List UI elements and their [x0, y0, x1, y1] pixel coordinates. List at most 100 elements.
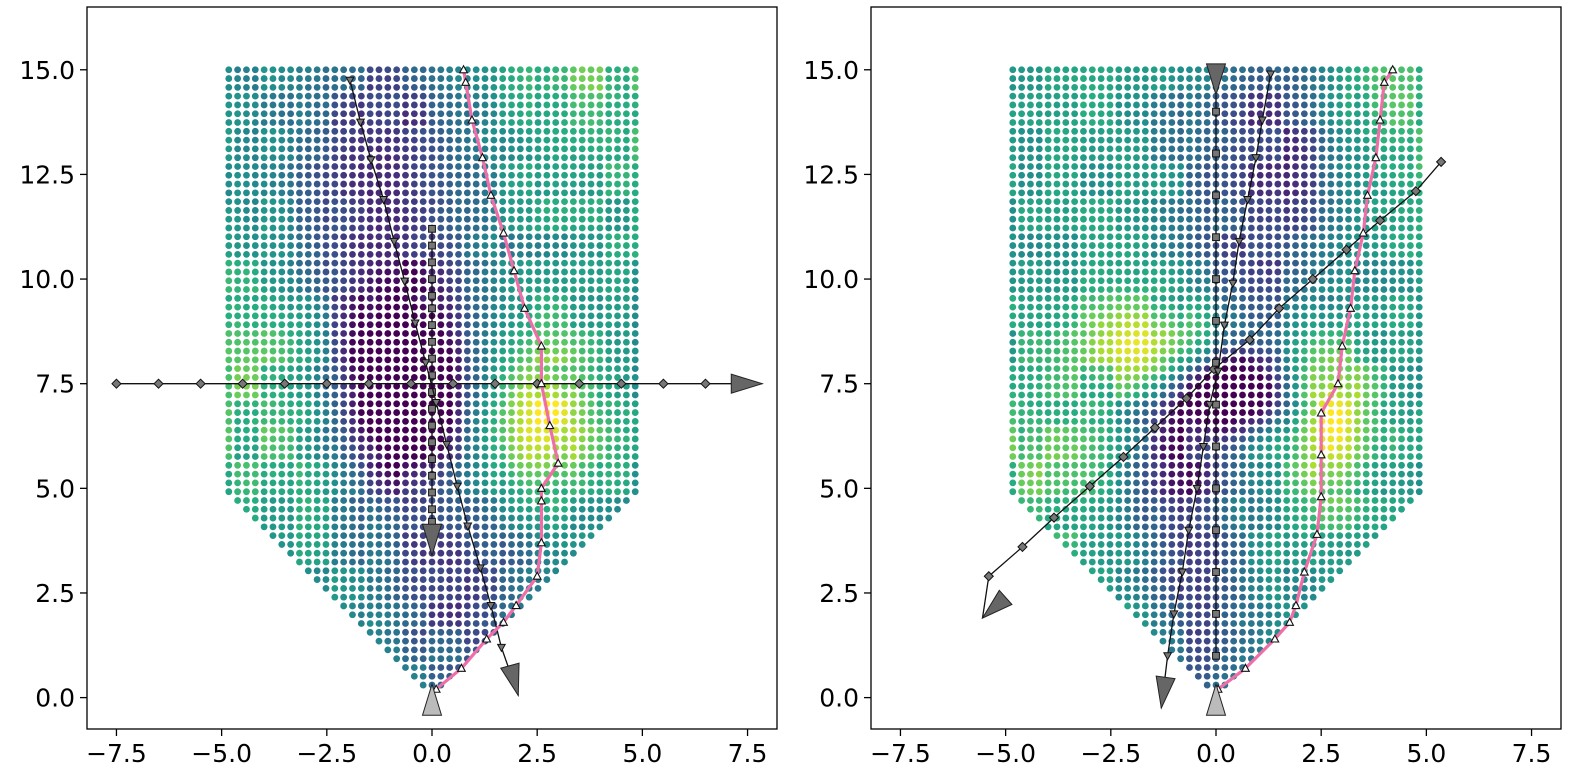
left-field-point — [313, 66, 321, 74]
left-field-point — [472, 171, 480, 179]
left-field-point — [340, 576, 348, 583]
right-field-point — [1027, 444, 1034, 452]
left-field-point — [331, 488, 339, 496]
right-field-point — [1345, 365, 1352, 373]
left-field-point — [269, 470, 277, 478]
left-field-point — [499, 180, 507, 188]
left-field-point — [366, 611, 374, 619]
left-field-point — [543, 356, 551, 364]
right-field-point — [1283, 277, 1291, 285]
right-field-point — [1168, 382, 1176, 390]
right-field-point — [1186, 330, 1193, 337]
right-field-point — [1327, 365, 1335, 373]
right-field-point — [1053, 294, 1061, 302]
right-field-point — [1080, 136, 1087, 144]
left-field-point — [313, 338, 321, 346]
left-field-point — [578, 154, 586, 162]
left-field-point — [260, 391, 268, 399]
left-trajectory-square-point — [428, 241, 436, 250]
left-field-point — [569, 330, 577, 337]
left-field-point — [296, 532, 303, 540]
left-field-point — [446, 356, 454, 364]
left-field-point — [561, 532, 568, 540]
left-field-point — [322, 338, 330, 346]
right-field-point — [1300, 136, 1308, 144]
left-field-point — [561, 286, 568, 293]
left-field-point — [481, 242, 489, 249]
left-field-point — [234, 286, 242, 293]
left-field-point — [340, 321, 348, 329]
left-field-point — [561, 347, 568, 355]
left-field-point — [375, 356, 383, 364]
right-field-point — [1353, 75, 1361, 82]
right-field-point — [1371, 356, 1379, 364]
left-field-point — [243, 268, 250, 276]
right-field-point — [1221, 233, 1229, 241]
left-field-point — [243, 338, 250, 346]
right-field-point — [1080, 110, 1087, 118]
left-field-point — [534, 189, 542, 197]
left-field-point — [525, 567, 533, 575]
left-field-point — [313, 189, 321, 197]
left-field-point — [278, 417, 286, 425]
left-field-point — [587, 426, 595, 434]
right-field-point — [1027, 207, 1034, 214]
left-field-point — [490, 400, 498, 408]
left-field-point — [410, 110, 418, 118]
left-field-point — [472, 250, 480, 258]
right-field-point — [1203, 145, 1211, 153]
right-field-point — [1080, 163, 1087, 170]
right-field-point — [1283, 417, 1291, 425]
right-field-point — [1221, 189, 1229, 197]
left-field-point — [313, 312, 321, 320]
right-field-point — [1300, 101, 1308, 109]
left-field-point — [269, 136, 277, 144]
left-field-point — [596, 242, 604, 249]
right-field-point — [1353, 330, 1361, 337]
left-field-point — [384, 101, 392, 109]
left-field-point — [472, 198, 480, 206]
left-field-point — [251, 242, 259, 249]
right-field-point — [1300, 338, 1308, 346]
left-field-point — [322, 497, 330, 504]
left-field-point — [463, 558, 471, 566]
right-field-point — [1406, 259, 1414, 267]
right-field-point — [1141, 294, 1149, 302]
left-field-point — [543, 435, 551, 443]
right-field-point — [1141, 145, 1149, 153]
left-field-point — [481, 505, 489, 513]
left-field-point — [331, 145, 339, 153]
left-field-point — [375, 461, 383, 469]
left-field-point — [508, 242, 515, 249]
left-field-point — [455, 453, 462, 460]
right-field-point — [1062, 286, 1070, 293]
left-field-point — [384, 180, 392, 188]
left-field-point — [508, 549, 515, 557]
left-field-point — [331, 189, 339, 197]
left-field-point — [614, 444, 621, 452]
left-field-point — [313, 101, 321, 109]
left-field-point — [446, 268, 454, 276]
left-field-point — [490, 426, 498, 434]
left-field-point — [419, 180, 427, 188]
right-field-point — [1239, 224, 1246, 232]
left-field-point — [499, 611, 507, 619]
left-field-point — [287, 66, 295, 74]
right-field-point — [1194, 242, 1202, 249]
left-field-point — [622, 242, 630, 249]
left-field-point — [313, 277, 321, 285]
left-field-point — [472, 356, 480, 364]
left-field-point — [569, 163, 577, 170]
left-field-point — [561, 180, 568, 188]
left-field-point — [569, 497, 577, 504]
right-field-point — [1018, 189, 1026, 197]
left-field-point — [463, 426, 471, 434]
right-field-point — [1230, 338, 1238, 346]
right-field-point — [1398, 224, 1405, 232]
right-field-point — [1177, 233, 1185, 241]
right-field-point — [1027, 338, 1034, 346]
left-field-point — [455, 277, 462, 285]
left-field-point — [410, 435, 418, 443]
right-field-point — [1283, 426, 1291, 434]
right-field-point — [1300, 303, 1308, 311]
